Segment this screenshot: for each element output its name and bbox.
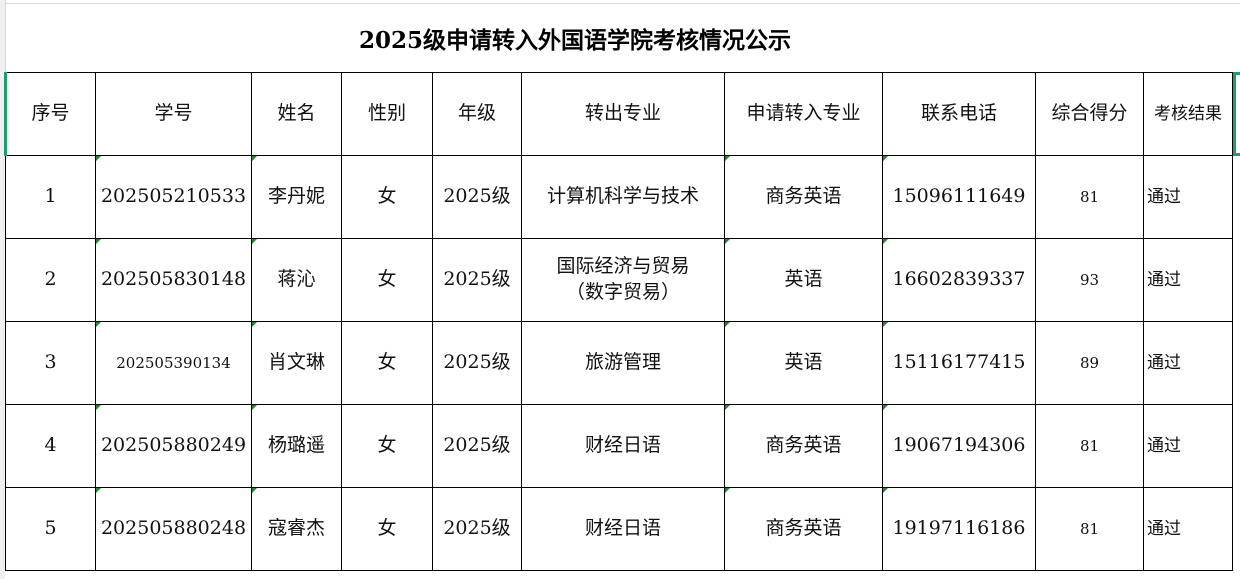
cell-to[interactable]: 英语 [724,238,883,322]
header-cell[interactable]: 转出专业 [521,72,725,156]
cell-result[interactable]: 通过 [1143,321,1233,405]
cell-score[interactable]: 89 [1035,321,1144,405]
text-number-indicator-icon [725,239,730,244]
header-cell[interactable]: 申请转入专业 [724,72,883,156]
text-number-indicator-icon [883,156,888,161]
cell-grade[interactable]: 2025级 [432,321,522,405]
data-table: 序号 学号 姓名 性别 年级 转出专业 申请转入专业 联系电话 综合得分 考核结… [5,72,1233,571]
cell-to[interactable]: 商务英语 [724,155,883,239]
text-number-indicator-icon [725,488,730,493]
cell-from[interactable]: 财经日语 [521,404,725,488]
text-number-indicator-icon [883,488,888,493]
cell-gender[interactable]: 女 [341,404,433,488]
cell-gender[interactable]: 女 [341,487,433,571]
text-number-indicator-icon [252,322,257,327]
sheet-title[interactable]: 2025级申请转入外国语学院考核情况公示 [358,27,791,54]
cell-result[interactable]: 通过 [1143,238,1233,322]
cell-no[interactable]: 3 [5,321,96,405]
cell-id[interactable]: 202505880248 [95,487,252,571]
header-cell[interactable]: 考核结果 [1143,72,1233,156]
cell-from[interactable]: 财经日语 [521,487,725,571]
cell-phone[interactable]: 15116177415 [882,321,1036,405]
cell-gender[interactable]: 女 [341,321,433,405]
cell-to[interactable]: 商务英语 [724,487,883,571]
cell-phone[interactable]: 19197116186 [882,487,1036,571]
text-number-indicator-icon [883,239,888,244]
cell-name[interactable]: 蒋沁 [251,238,342,322]
cell-id[interactable]: 202505880249 [95,404,252,488]
cell-to[interactable]: 商务英语 [724,404,883,488]
text-number-indicator-icon [725,322,730,327]
cell-grade[interactable]: 2025级 [432,238,522,322]
cell-gender[interactable]: 女 [341,155,433,239]
text-number-indicator-icon [883,322,888,327]
table-row: 3 202505390134 肖文琳女 2025级 旅游管理 英语 15116177415 8… [5,321,1233,405]
text-number-indicator-icon [725,156,730,161]
header-cell[interactable]: 年级 [432,72,522,156]
cell-phone[interactable]: 19067194306 [882,404,1036,488]
selected-cell[interactable] [1233,72,1240,156]
text-number-indicator-icon [252,239,257,244]
cell-no[interactable]: 2 [5,238,96,322]
cell-result[interactable]: 通过 [1143,155,1233,239]
cell-grade[interactable]: 2025级 [432,404,522,488]
bottom-edge [5,571,1240,579]
cell-id[interactable]: 202505390134 [95,321,252,405]
cell-to[interactable]: 英语 [724,321,883,405]
cell-no[interactable]: 1 [5,155,96,239]
grid-top [0,0,1240,4]
cell-id[interactable]: 202505210533 [95,155,252,239]
cell-score[interactable]: 81 [1035,487,1144,571]
header-cell[interactable]: 序号 [5,72,96,156]
cell-result[interactable]: 通过 [1143,404,1233,488]
table-row: 5 202505880248 寇睿杰女 2025级 财经日语 商务英语 1919711618… [5,487,1233,571]
cell-from[interactable]: 国际经济与贸易（数字贸易） [521,238,725,322]
text-number-indicator-icon [725,405,730,410]
text-number-indicator-icon [252,156,257,161]
header-cell[interactable]: 综合得分 [1035,72,1144,156]
cell-phone[interactable]: 16602839337 [882,238,1036,322]
header-cell[interactable]: 学号 [95,72,252,156]
text-number-indicator-icon [252,488,257,493]
cell-name[interactable]: 杨璐遥 [251,404,342,488]
cell-name[interactable]: 寇睿杰 [251,487,342,571]
text-number-indicator-icon [96,322,101,327]
cell-grade[interactable]: 2025级 [432,487,522,571]
cell-gender[interactable]: 女 [341,238,433,322]
table-row: 4 202505880249 杨璐遥女 2025级 财经日语 商务英语 1906719430… [5,404,1233,488]
cell-name[interactable]: 李丹妮 [251,155,342,239]
selection-edge [4,72,7,156]
cell-result[interactable]: 通过 [1143,487,1233,571]
cell-name[interactable]: 肖文琳 [251,321,342,405]
cell-no[interactable]: 5 [5,487,96,571]
header-row: 序号 学号 姓名 性别 年级 转出专业 申请转入专业 联系电话 综合得分 考核结… [5,72,1233,156]
cell-score[interactable]: 93 [1035,238,1144,322]
header-cell[interactable]: 姓名 [251,72,342,156]
text-number-indicator-icon [252,405,257,410]
text-number-indicator-icon [96,405,101,410]
cell-id[interactable]: 202505830148 [95,238,252,322]
text-number-indicator-icon [96,488,101,493]
text-number-indicator-icon [96,239,101,244]
table-row: 2 202505830148 蒋沁女 2025级 国际经济与贸易（数字贸易） 英语 1660… [5,238,1233,322]
cell-score[interactable]: 81 [1035,155,1144,239]
cell-score[interactable]: 81 [1035,404,1144,488]
text-number-indicator-icon [96,156,101,161]
cell-phone[interactable]: 15096111649 [882,155,1036,239]
cell-no[interactable]: 4 [5,404,96,488]
header-cell[interactable]: 联系电话 [882,72,1036,156]
table-row: 1 202505210533 李丹妮女 2025级 计算机科学与技术 商务英语 150961… [5,155,1233,239]
cell-from[interactable]: 旅游管理 [521,321,725,405]
cell-from[interactable]: 计算机科学与技术 [521,155,725,239]
text-number-indicator-icon [883,405,888,410]
header-cell[interactable]: 性别 [341,72,433,156]
cell-grade[interactable]: 2025级 [432,155,522,239]
